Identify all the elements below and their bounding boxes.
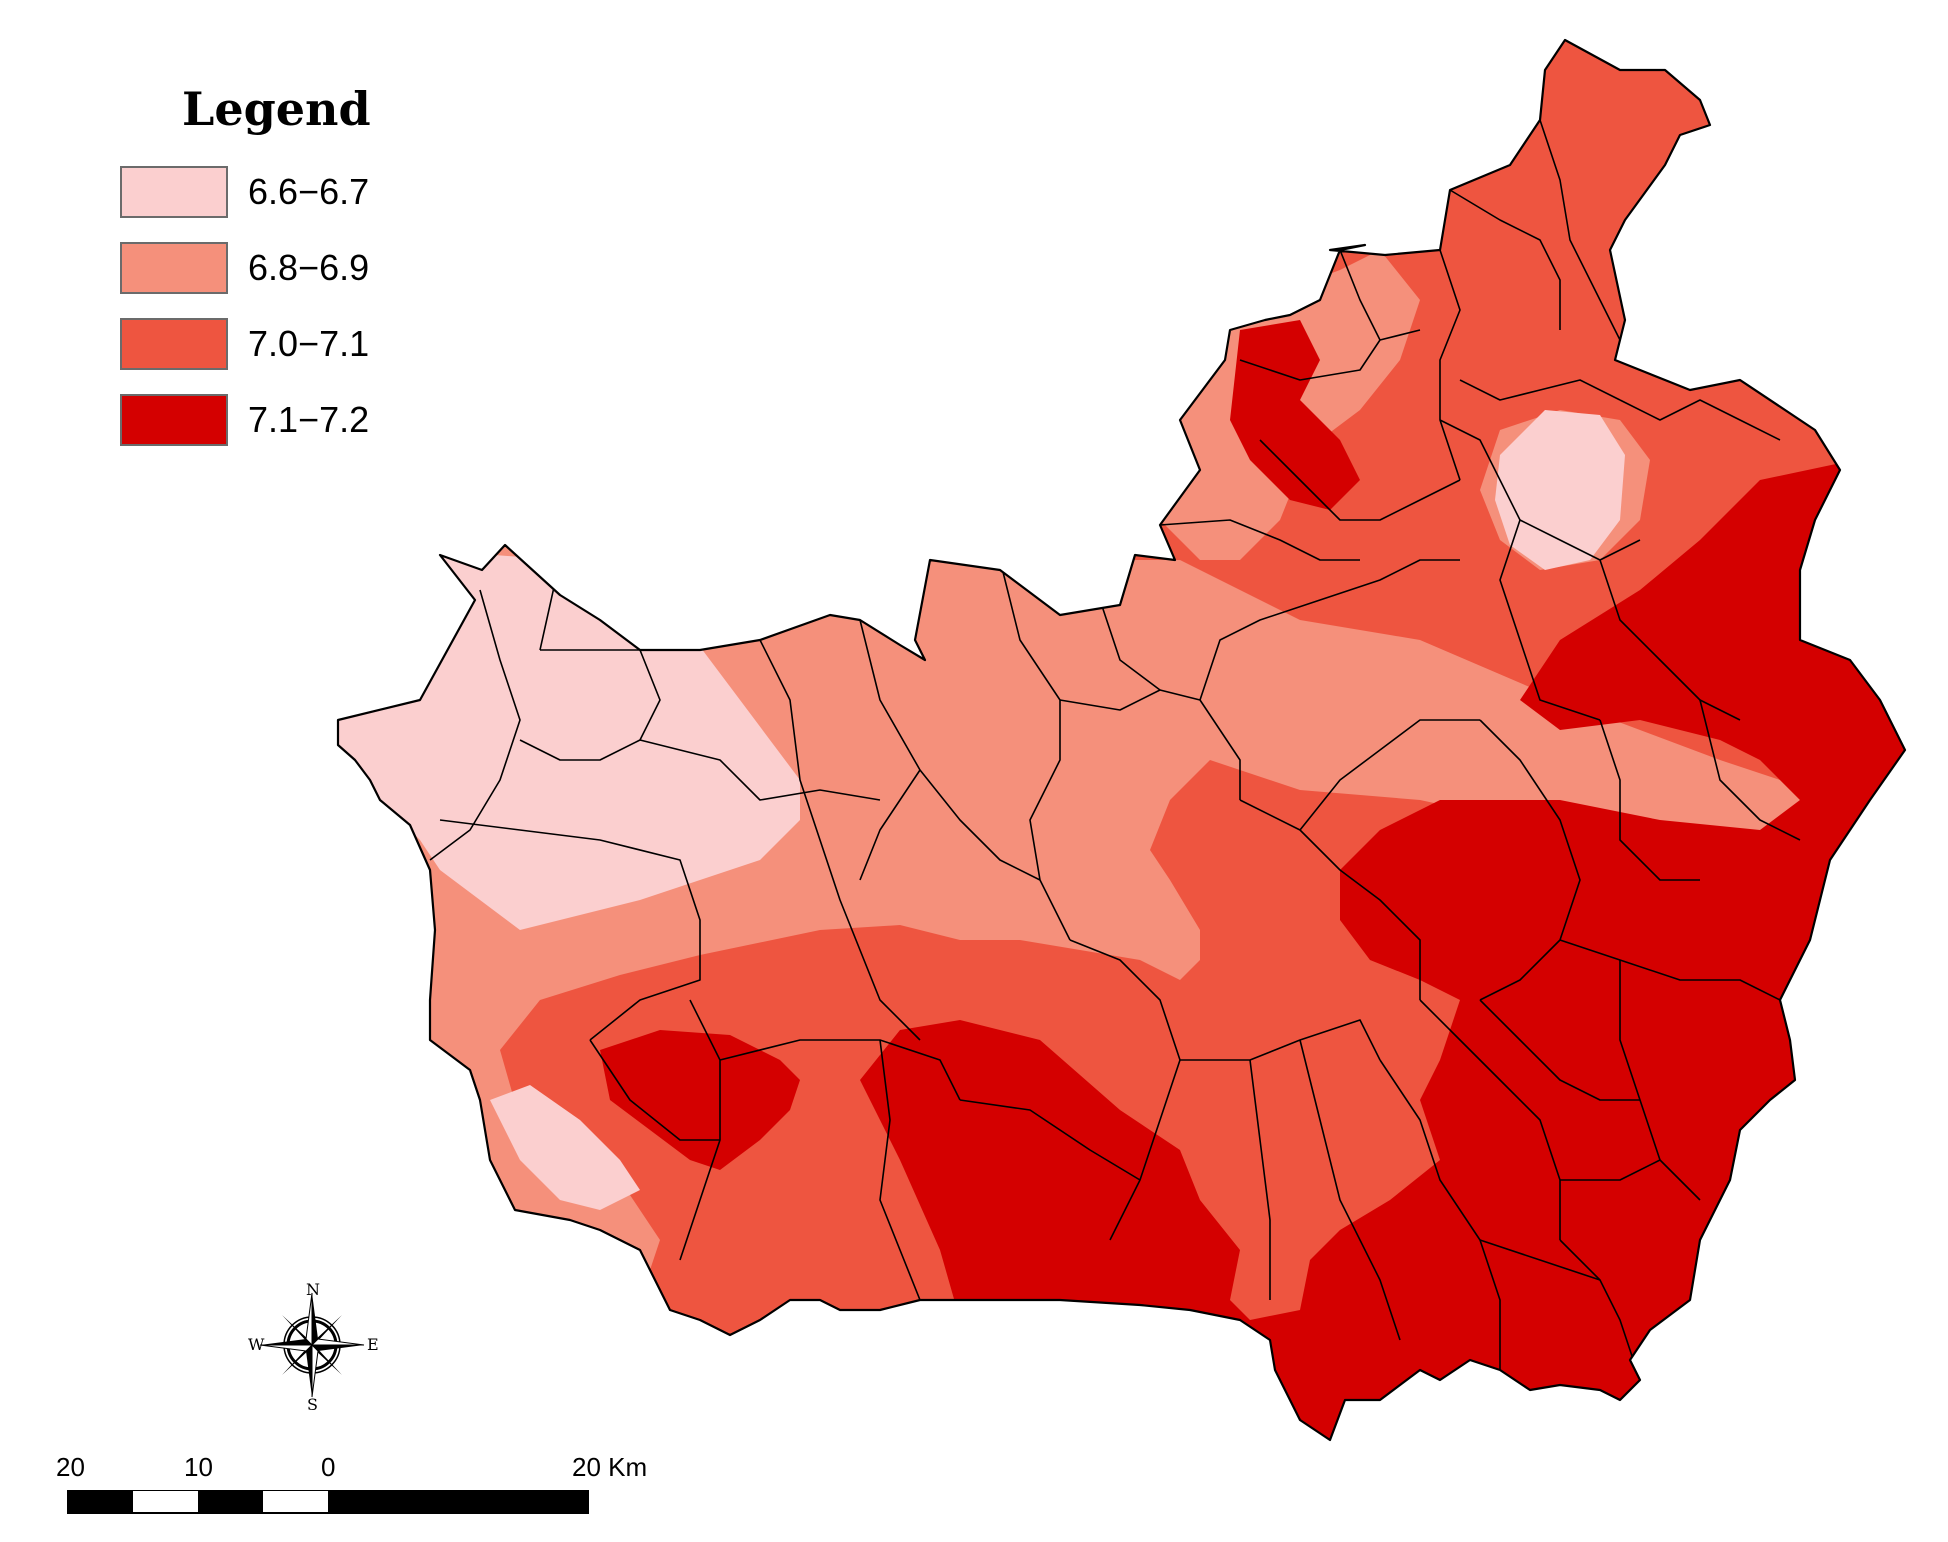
legend-label: 7.0−7.1	[248, 323, 370, 364]
zone-6.6-6.7-ne	[1495, 410, 1625, 570]
scale-label: 20 Km	[572, 1452, 648, 1482]
scale-segment	[328, 1491, 588, 1513]
compass-w-label: W	[248, 1335, 265, 1354]
scale-label: 0	[321, 1452, 336, 1482]
legend-swatch	[120, 318, 228, 370]
legend-swatch	[120, 166, 228, 218]
legend-swatch	[120, 242, 228, 294]
zone-7.1-7.2-east	[860, 440, 1905, 1440]
legend-item: 7.1−7.2	[120, 392, 440, 448]
zone-7.1-7.2-sw	[600, 1030, 800, 1170]
compass-s-label: S	[307, 1395, 318, 1414]
legend: Legend 6.6−6.7 6.8−6.9 7.0−7.1 7.1−7.2	[120, 82, 440, 468]
zone-6.6-6.7-sw	[490, 1085, 640, 1210]
legend-title: Legend	[182, 82, 371, 136]
legend-label: 6.6−6.7	[248, 171, 370, 212]
scale-segment	[68, 1491, 133, 1513]
scale-bar	[67, 1490, 589, 1514]
compass-e-label: E	[367, 1335, 379, 1354]
zone-6.6-6.7-west	[338, 540, 800, 930]
legend-item: 6.8−6.9	[120, 240, 440, 296]
legend-label: 7.1−7.2	[248, 399, 370, 440]
north-arrow-icon	[259, 1292, 365, 1398]
legend-item: 6.6−6.7	[120, 164, 440, 220]
scale-label: 20	[56, 1452, 85, 1482]
legend-item: 7.0−7.1	[120, 316, 440, 372]
scale-label: 10	[184, 1452, 213, 1482]
legend-label: 6.8−6.9	[248, 247, 370, 288]
compass-n-label: N	[306, 1280, 320, 1299]
value-zones	[338, 40, 1905, 1440]
scale-segment	[198, 1491, 263, 1513]
legend-swatch	[120, 394, 228, 446]
